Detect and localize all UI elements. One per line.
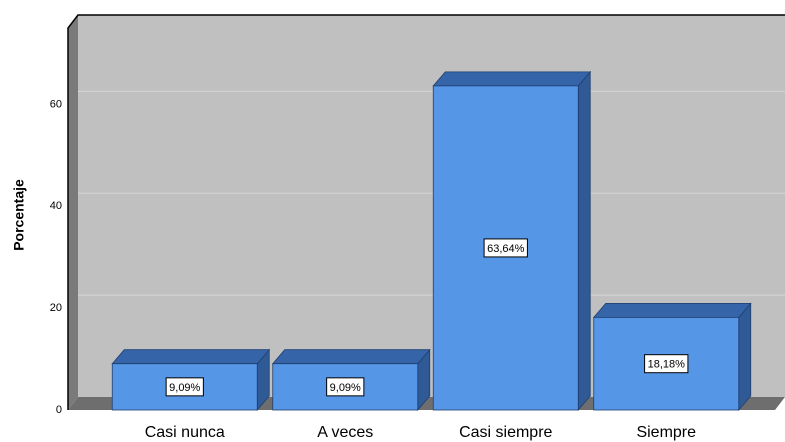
bar-top: [592, 303, 752, 318]
data-label-box: [165, 377, 204, 397]
y-tick-label: 0: [56, 404, 62, 416]
x-tick-label: Siempre: [636, 424, 696, 441]
data-label: 63,64%: [483, 238, 528, 258]
y-tick-label: 60: [50, 98, 62, 110]
bar-side: [577, 70, 591, 412]
y-tick-label: 20: [50, 302, 62, 314]
data-label-text: 9,09%: [169, 382, 200, 394]
data-label-text: 63,64%: [487, 243, 525, 255]
x-tick-label: Casi siempre: [459, 424, 552, 441]
data-label: 18,18%: [644, 354, 689, 374]
back-wall: [78, 15, 785, 397]
y-tick-label: 40: [50, 200, 62, 212]
wall-edge: [67, 14, 785, 410]
data-label: 9,09%: [326, 377, 365, 397]
bar-top: [271, 349, 431, 365]
bar-side: [738, 302, 752, 412]
data-label: 9,09%: [165, 377, 204, 397]
x-tick-label: Casi nunca: [145, 424, 225, 441]
x-tick-label: A veces: [317, 424, 373, 441]
data-label-box: [644, 354, 689, 374]
data-label-text: 18,18%: [648, 359, 686, 371]
data-label-text: 9,09%: [330, 382, 361, 394]
bar-top: [111, 349, 271, 365]
bar-top: [432, 71, 592, 87]
y-axis-title: Porcentaje: [11, 179, 27, 251]
data-label-box: [483, 238, 528, 258]
left-wall: [68, 15, 78, 410]
data-label-box: [326, 377, 365, 397]
